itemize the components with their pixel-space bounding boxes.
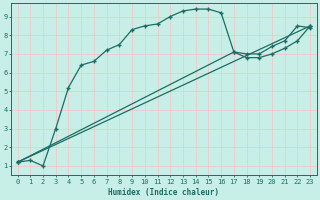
X-axis label: Humidex (Indice chaleur): Humidex (Indice chaleur): [108, 188, 220, 197]
